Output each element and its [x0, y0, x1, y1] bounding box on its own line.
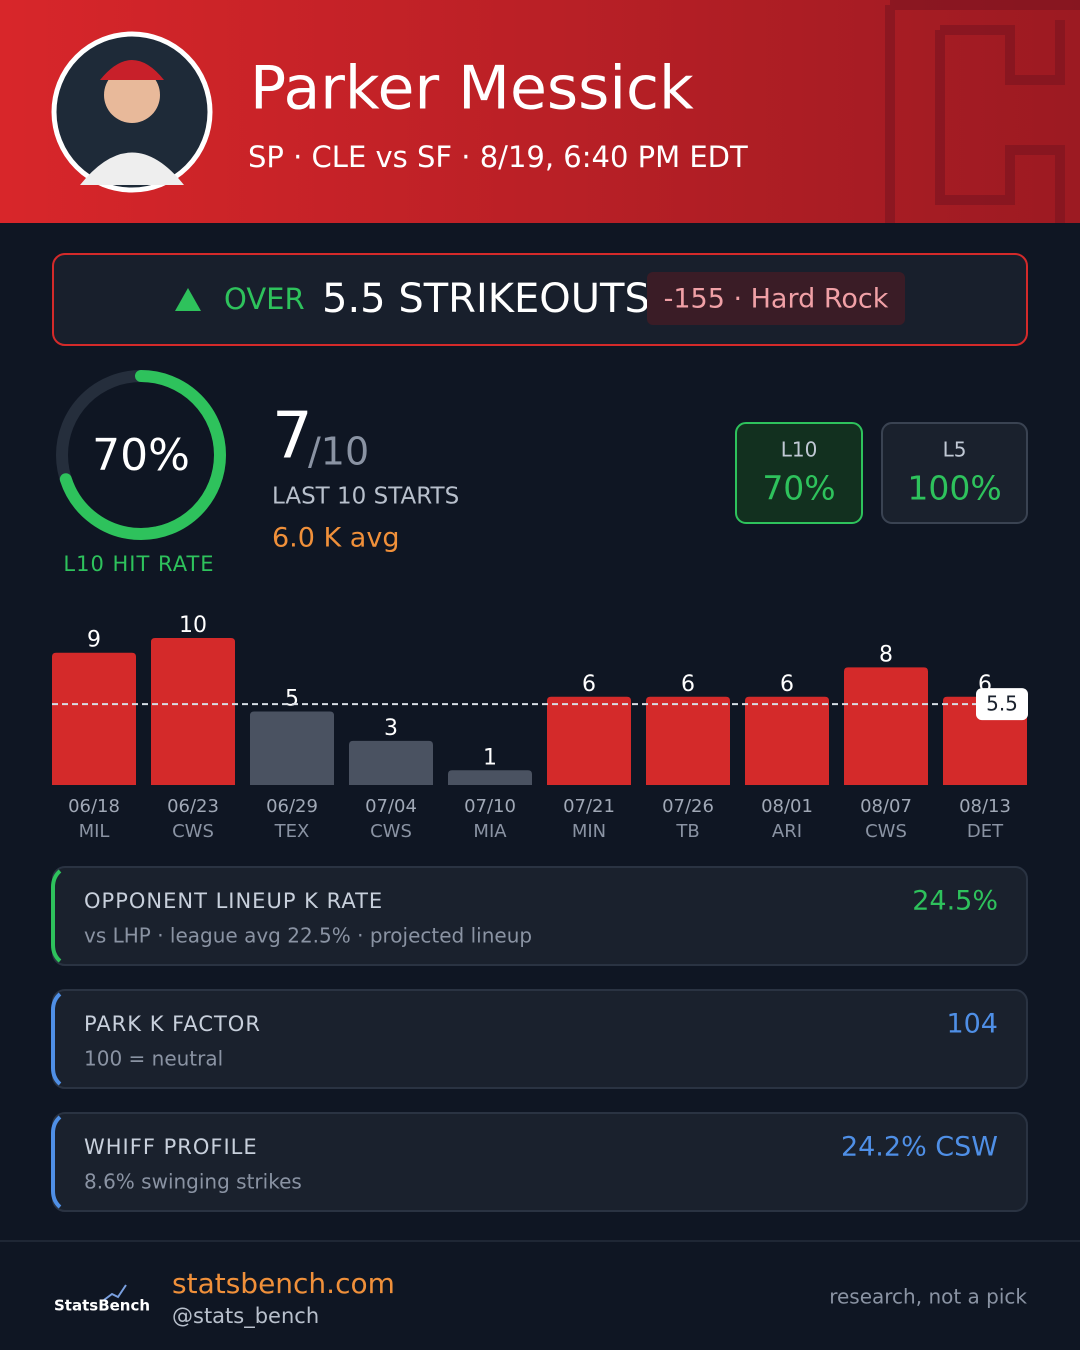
- stat-card: [52, 866, 1028, 966]
- disclaimer: research, not a pick: [829, 1285, 1027, 1309]
- handle: @stats_bench: [172, 1304, 319, 1329]
- x-tick-label: 06/23: [167, 796, 219, 817]
- opponent-label: ARI: [772, 821, 802, 842]
- avatar-face: [104, 67, 160, 123]
- opponent-label: TEX: [274, 821, 310, 842]
- card-accent: [51, 869, 62, 963]
- team-logo: [885, 0, 1080, 223]
- site[interactable]: statsbench.com: [172, 1267, 395, 1300]
- opponent-label: MIL: [79, 821, 110, 842]
- chip-label: L5: [943, 438, 967, 462]
- hit-rate-caption: L10 HIT RATE: [63, 552, 214, 576]
- bar-label: 6: [681, 672, 695, 697]
- bar: [448, 770, 532, 785]
- threshold-box: [976, 688, 1028, 721]
- x-tick-label: 07/10: [464, 796, 516, 817]
- x-tick-label: 07/21: [563, 796, 615, 817]
- bar-label: 6: [780, 672, 794, 697]
- card-title: OPPONENT LINEUP K RATE: [84, 889, 383, 913]
- card-title: WHIFF PROFILE: [84, 1135, 258, 1159]
- bar: [52, 652, 136, 785]
- chip-value: 100%: [907, 469, 1001, 508]
- avatar-jersey: [80, 152, 184, 185]
- bar-label: 8: [879, 642, 893, 667]
- odds-pill: [647, 272, 905, 325]
- card-value: 104: [946, 1009, 998, 1040]
- logo: StatsBench: [54, 1297, 150, 1315]
- opponent-label: MIA: [473, 821, 507, 842]
- bar: [151, 638, 235, 785]
- hit-rate-ring: [56, 370, 226, 540]
- bar: [745, 696, 829, 785]
- threshold-label: 5.5: [986, 692, 1018, 716]
- logo-line: [103, 1284, 127, 1301]
- odds: -155 · Hard Rock: [664, 284, 889, 315]
- card-accent: [51, 1115, 62, 1209]
- bar: [844, 667, 928, 785]
- card-accent: [51, 992, 62, 1086]
- subtitle: SP · CLE vs SF · 8/19, 6:40 PM EDT: [248, 140, 748, 174]
- opponent-label: CWS: [865, 821, 907, 842]
- opponent-label: MIN: [572, 821, 606, 842]
- x-tick-label: 08/13: [959, 796, 1011, 817]
- avatar-cap: [100, 60, 164, 80]
- chip: [881, 422, 1028, 524]
- x-tick-label: 07/26: [662, 796, 714, 817]
- opponent-label: CWS: [370, 821, 412, 842]
- stat-card: [52, 989, 1028, 1089]
- card-title: PARK K FACTOR: [84, 1012, 261, 1036]
- card-value: 24.5%: [912, 886, 998, 917]
- card-value: 24.2% CSW: [841, 1132, 998, 1163]
- hits: 7: [272, 400, 313, 474]
- chip-label: L10: [781, 438, 818, 462]
- bar-label: 5: [285, 687, 299, 712]
- opponent-label: CWS: [172, 821, 214, 842]
- opponent-label: DET: [967, 821, 1004, 842]
- pick-direction: OVER: [224, 282, 305, 316]
- bar-label: 10: [179, 613, 207, 638]
- x-tick-label: 08/01: [761, 796, 813, 817]
- bar: [646, 696, 730, 785]
- card-subtitle: 8.6% swinging strikes: [84, 1170, 302, 1194]
- card-subtitle: vs LHP · league avg 22.5% · projected li…: [84, 924, 532, 948]
- pick-line: 5.5 STRIKEOUTS: [322, 276, 650, 322]
- hit-rate-label: 70%: [92, 430, 190, 481]
- bar: [250, 711, 334, 785]
- x-tick-label: 06/29: [266, 796, 318, 817]
- card-subtitle: 100 = neutral: [84, 1047, 223, 1071]
- total: /10: [308, 430, 369, 474]
- player-name: Parker Messick: [250, 54, 694, 124]
- x-tick-label: 07/04: [365, 796, 417, 817]
- record-caption: LAST 10 STARTS: [272, 484, 459, 510]
- chip: [735, 422, 863, 524]
- bar-label: 6: [582, 672, 596, 697]
- x-tick-label: 06/18: [68, 796, 120, 817]
- bar: [349, 740, 433, 785]
- bar-label: 1: [483, 745, 497, 770]
- bar-label: 3: [384, 716, 398, 741]
- average: 6.0 K avg: [272, 523, 399, 554]
- up-arrow: [175, 288, 201, 311]
- chip-value: 70%: [762, 469, 835, 508]
- bar-label: 9: [87, 628, 101, 653]
- opponent-label: TB: [675, 821, 699, 842]
- x-tick-label: 08/07: [860, 796, 912, 817]
- bar: [547, 696, 631, 785]
